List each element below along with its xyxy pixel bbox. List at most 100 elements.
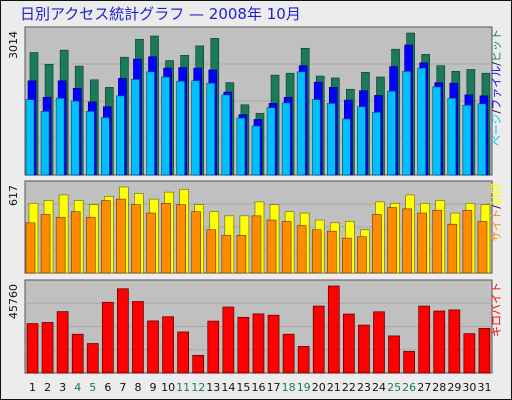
kilobytes-bar bbox=[373, 311, 385, 374]
x-tick-label: 8 bbox=[134, 381, 141, 394]
pages-bar bbox=[387, 90, 396, 176]
x-tick-label: 3 bbox=[59, 381, 66, 394]
pages-bar bbox=[357, 106, 366, 176]
sites-bar bbox=[191, 211, 202, 274]
y-max-label: 45760 bbox=[7, 284, 20, 319]
pages-bar bbox=[402, 71, 411, 176]
chart-panel-1: 3014 ページ/ファイル/ヒット bbox=[7, 26, 503, 176]
pages-bar bbox=[85, 111, 95, 176]
kilobytes-bar bbox=[312, 305, 325, 374]
kilobytes-bar bbox=[132, 301, 144, 374]
pages-bar bbox=[191, 80, 201, 176]
pages-bar bbox=[477, 103, 487, 176]
sites-bar bbox=[161, 203, 171, 274]
sites-bar bbox=[477, 221, 488, 274]
kilobytes-bar bbox=[343, 313, 355, 374]
y-max-label: 3014 bbox=[7, 31, 20, 59]
kilobytes-bar bbox=[207, 320, 220, 374]
sites-bar bbox=[236, 235, 247, 274]
sites-bar bbox=[25, 222, 36, 274]
x-tick-label: 19 bbox=[297, 381, 311, 394]
pages-bar bbox=[55, 97, 65, 176]
x-tick-label: 26 bbox=[402, 381, 416, 394]
sites-bar bbox=[176, 204, 186, 274]
pages-bar bbox=[417, 67, 426, 176]
pages-bar bbox=[40, 111, 50, 176]
x-tick-label: 5 bbox=[89, 381, 96, 394]
kilobytes-bar bbox=[297, 346, 310, 374]
sites-bar bbox=[326, 230, 337, 274]
x-tick-label: 2 bbox=[44, 381, 51, 394]
sites-bar bbox=[296, 225, 307, 274]
sites-bar bbox=[55, 216, 66, 274]
kilobytes-bar bbox=[327, 285, 340, 374]
x-tick-label: 7 bbox=[119, 381, 126, 394]
sites-bar bbox=[116, 198, 126, 274]
x-tick-label: 4 bbox=[74, 381, 81, 394]
pages-bar bbox=[447, 97, 457, 176]
pages-bar bbox=[372, 112, 381, 176]
x-tick-label: 1 bbox=[29, 381, 36, 394]
sites-bar bbox=[85, 216, 96, 274]
sites-bar bbox=[281, 221, 292, 274]
pages-bar bbox=[342, 118, 351, 176]
kilobytes-bar bbox=[147, 320, 159, 374]
x-tick-label: 21 bbox=[327, 381, 341, 394]
sites-bar bbox=[447, 223, 458, 274]
series-label-part: サイト bbox=[490, 209, 503, 242]
kilobytes-bar bbox=[117, 288, 129, 374]
kilobytes-bar bbox=[463, 333, 476, 374]
chart-panel-3: 45760 キロバイト bbox=[7, 279, 503, 374]
pages-bar bbox=[432, 86, 442, 176]
x-tick-label: 23 bbox=[357, 381, 371, 394]
sites-bar bbox=[357, 236, 367, 274]
x-tick-label: 14 bbox=[221, 381, 235, 394]
x-tick-label: 24 bbox=[372, 381, 386, 394]
series-label: ページ/ファイル/ヒット bbox=[490, 29, 503, 146]
x-tick-label: 13 bbox=[206, 381, 220, 394]
x-tick-label: 12 bbox=[191, 381, 205, 394]
x-tick-label: 15 bbox=[236, 381, 250, 394]
sites-bar bbox=[342, 237, 352, 274]
kilobytes-bar bbox=[358, 324, 370, 374]
pages-bar bbox=[251, 125, 261, 176]
kilobytes-bar bbox=[86, 343, 99, 374]
pages-bar bbox=[206, 82, 216, 176]
pages-bar bbox=[326, 103, 336, 176]
y-max-label: 617 bbox=[7, 185, 20, 206]
x-tick-label: 31 bbox=[477, 381, 491, 394]
sites-bar bbox=[101, 200, 111, 274]
x-tick-label: 20 bbox=[312, 381, 326, 394]
x-tick-label: 16 bbox=[252, 381, 266, 394]
x-tick-label: 6 bbox=[104, 381, 111, 394]
pages-bar bbox=[221, 94, 231, 176]
kilobytes-bar bbox=[41, 322, 54, 374]
x-tick-label: 29 bbox=[447, 381, 461, 394]
kilobytes-bar bbox=[177, 331, 189, 374]
kilobytes-bar bbox=[418, 305, 431, 374]
kilobytes-bar bbox=[101, 301, 114, 374]
kilobytes-bar bbox=[267, 314, 280, 374]
x-tick-label: 18 bbox=[282, 381, 296, 394]
sites-bar bbox=[372, 214, 382, 274]
kilobytes-bar bbox=[282, 333, 295, 374]
sites-bar bbox=[131, 204, 141, 274]
chart-panel-2: 617 サイト/訪問 bbox=[7, 180, 503, 274]
series-label-part: ヒット bbox=[490, 29, 503, 62]
x-tick-label: 25 bbox=[387, 381, 401, 394]
x-tick-label: 22 bbox=[342, 381, 356, 394]
sites-bar bbox=[417, 212, 427, 274]
sites-bar bbox=[311, 229, 322, 274]
sites-bar bbox=[266, 219, 277, 274]
x-tick-label: 28 bbox=[432, 381, 446, 394]
sites-bar bbox=[70, 211, 81, 274]
kilobytes-bar bbox=[162, 316, 174, 374]
series-label-part: ファイル bbox=[490, 66, 503, 110]
sites-bar bbox=[432, 209, 443, 274]
pages-bar bbox=[311, 99, 321, 176]
sites-bar bbox=[402, 208, 412, 274]
pages-bar bbox=[131, 79, 140, 176]
kilobytes-bar bbox=[252, 313, 265, 374]
sites-bar bbox=[251, 215, 262, 274]
kilobytes-bar bbox=[388, 335, 400, 374]
